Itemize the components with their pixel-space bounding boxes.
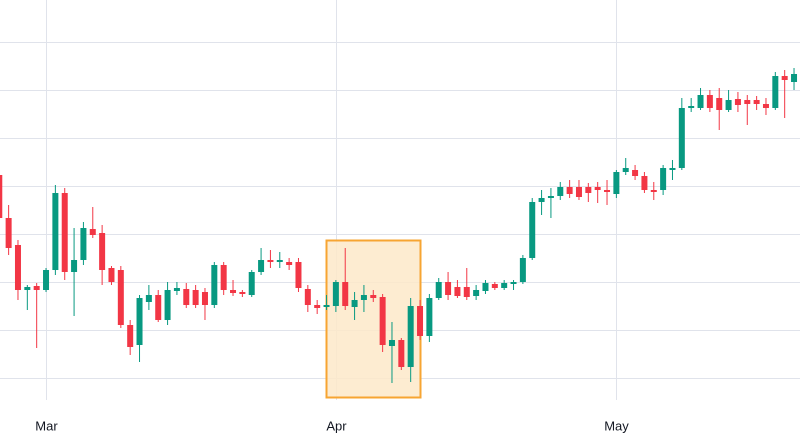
candle-body [360, 295, 367, 300]
candle-body [426, 298, 433, 336]
candle-body [61, 193, 68, 272]
candle-body [557, 187, 564, 196]
candle-body [501, 283, 508, 288]
candle-body [781, 76, 788, 80]
candle-body [211, 265, 218, 305]
candle-body [127, 325, 134, 347]
x-tick-label: Mar [35, 418, 58, 433]
candle-body [678, 108, 685, 168]
candle-body [89, 229, 96, 235]
candle-body [463, 287, 470, 297]
candle-body [24, 287, 31, 290]
candle-body [351, 300, 358, 307]
candle-body [791, 74, 798, 82]
candle-body [725, 100, 732, 110]
candle-body [164, 290, 171, 320]
candle-body [669, 168, 676, 170]
candle-body [510, 282, 517, 284]
candle-body [407, 306, 414, 367]
candle-body [762, 104, 769, 108]
candle-body [323, 305, 330, 307]
candle-body [632, 170, 639, 176]
candle-body [220, 265, 227, 290]
candle-body [435, 282, 442, 298]
candle-body [566, 187, 573, 194]
candle-body [613, 172, 620, 194]
candle-body [145, 295, 152, 302]
candle-body [594, 187, 601, 190]
candle-body [43, 270, 50, 290]
candles [0, 68, 798, 383]
candle-body [660, 168, 667, 190]
candle-body [304, 289, 311, 305]
candle-body [772, 76, 779, 108]
candle-body [753, 100, 760, 104]
candle-body [52, 193, 59, 270]
candle-body [155, 295, 162, 320]
candle-body [417, 306, 424, 336]
candle-body [33, 286, 40, 290]
candle-body [604, 190, 611, 192]
candle-body [71, 260, 78, 272]
candle-body [538, 198, 545, 202]
highlight-box [325, 239, 422, 399]
candle-body [14, 245, 21, 290]
x-axis: Mar Apr May [35, 418, 629, 433]
candle-body [201, 292, 208, 305]
candle-body [276, 260, 283, 262]
candle-body [398, 340, 405, 367]
candle-body [295, 262, 302, 288]
candle-body [286, 262, 293, 265]
candle-body [108, 268, 115, 282]
grid [0, 0, 800, 400]
candle-body [230, 290, 237, 293]
candle-body [706, 95, 713, 108]
x-tick-label: Apr [326, 418, 347, 433]
candle-body [622, 168, 629, 172]
candle-body [388, 340, 395, 346]
candle-body [80, 228, 87, 260]
candle-body [491, 284, 498, 288]
candle-body [117, 270, 124, 325]
candle-body [575, 187, 582, 197]
candle-body [482, 283, 489, 291]
candle-body [529, 202, 536, 258]
candle-body [239, 292, 246, 294]
candle-body [697, 95, 704, 108]
candle-body [248, 272, 255, 295]
candle-body [734, 99, 741, 105]
candle-body [379, 297, 386, 345]
candle-body [99, 233, 106, 270]
candle-body [173, 288, 180, 291]
candle-body [519, 258, 526, 282]
candle-body [454, 287, 461, 296]
candle-body [688, 106, 695, 108]
candle-body [445, 282, 452, 295]
candle-body [5, 218, 12, 248]
candle-body [314, 305, 321, 308]
candle-body [716, 98, 723, 110]
candle-body [136, 298, 143, 345]
candle-body [192, 290, 199, 305]
candle-body [267, 260, 274, 262]
candle-body [650, 190, 657, 192]
candle-body [585, 187, 592, 193]
candle-body [342, 282, 349, 306]
candle-body [641, 176, 648, 190]
candle-body [183, 289, 190, 305]
candle-body [0, 175, 3, 218]
x-tick-label: May [604, 418, 629, 433]
candle-body [370, 295, 377, 298]
candle-body [473, 290, 480, 296]
candle-body [547, 196, 554, 198]
candle-body [332, 282, 339, 306]
candle-body [258, 260, 265, 272]
candle-body [744, 100, 751, 104]
